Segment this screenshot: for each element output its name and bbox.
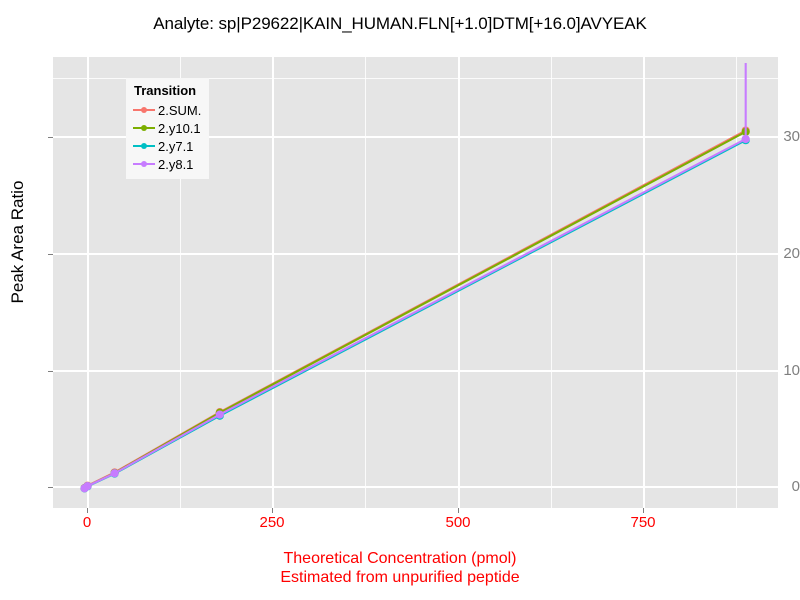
legend-key-icon-3	[133, 156, 155, 172]
legend-label-3: 2.y8.1	[158, 156, 194, 172]
gridline-major-y-10	[53, 370, 778, 372]
y-tick-label-20: 20	[783, 245, 800, 262]
legend-key-icon-1	[133, 120, 155, 136]
y-tick-label-10: 10	[783, 362, 800, 379]
gridline-minor-x-625	[551, 57, 552, 508]
legend-key-icon-0	[133, 102, 155, 118]
legend: Transition 2.SUM. 2.y10.1 2.y7.1	[126, 78, 210, 179]
legend-title: Transition	[134, 83, 197, 98]
series-2.y8.1	[80, 63, 750, 493]
data-point	[215, 410, 224, 419]
x-tick-mark-0	[87, 508, 88, 513]
plot-panel: Transition 2.SUM. 2.y10.1 2.y7.1	[53, 57, 778, 508]
gridline-major-y-0	[53, 486, 778, 488]
x-tick-mark-750	[643, 508, 644, 513]
y-tick-mark-10	[48, 371, 53, 372]
x-axis-title-line1: Theoretical Concentration (pmol)	[283, 550, 517, 567]
gridline-minor-x-125	[180, 57, 181, 508]
data-point	[741, 134, 750, 144]
page-title: Analyte: sp|P29622|KAIN_HUMAN.FLN[+1.0]D…	[153, 14, 647, 33]
y-tick-mark-20	[48, 254, 53, 255]
gridline-major-x-500	[458, 57, 460, 508]
gridline-minor-x-875	[736, 57, 737, 508]
series-line	[83, 139, 747, 490]
gridline-major-y-30	[53, 136, 778, 138]
gridline-minor-x-375	[365, 57, 366, 508]
x-tick-label-750: 750	[630, 514, 656, 531]
y-tick-mark-30	[48, 137, 53, 138]
gridline-minor-y-35	[53, 78, 778, 79]
x-axis-title-line2: Estimated from unpurified peptide	[280, 569, 520, 586]
data-series-layer	[80, 63, 750, 493]
legend-item-3[interactable]: 2.y8.1	[133, 155, 201, 173]
gridline-major-x-250	[272, 57, 274, 508]
legend-item-1[interactable]: 2.y10.1	[133, 119, 201, 137]
gridline-major-y-20	[53, 253, 778, 255]
x-tick-mark-250	[272, 508, 273, 513]
data-point	[83, 481, 92, 491]
x-axis-title: Theoretical Concentration (pmol) Estimat…	[0, 549, 800, 587]
legend-item-2[interactable]: 2.y7.1	[133, 137, 201, 155]
data-point	[110, 469, 119, 478]
x-tick-label-0: 0	[82, 514, 92, 531]
gridline-major-x-750	[643, 57, 645, 508]
gridline-major-x-0	[87, 57, 89, 508]
y-axis-title: Peak Area Ratio	[8, 180, 27, 304]
y-tick-label-0: 0	[791, 478, 800, 495]
legend-label-0: 2.SUM.	[158, 102, 202, 118]
legend-label-1: 2.y10.1	[158, 120, 201, 136]
legend-label-2: 2.y7.1	[158, 138, 194, 154]
x-tick-mark-500	[458, 508, 459, 513]
legend-item-0[interactable]: 2.SUM.	[133, 101, 201, 119]
x-tick-label-250: 250	[259, 514, 285, 531]
x-tick-label-500: 500	[445, 514, 471, 531]
y-tick-label-30: 30	[783, 128, 800, 145]
legend-key-icon-2	[133, 138, 155, 154]
y-tick-mark-0	[48, 487, 53, 488]
